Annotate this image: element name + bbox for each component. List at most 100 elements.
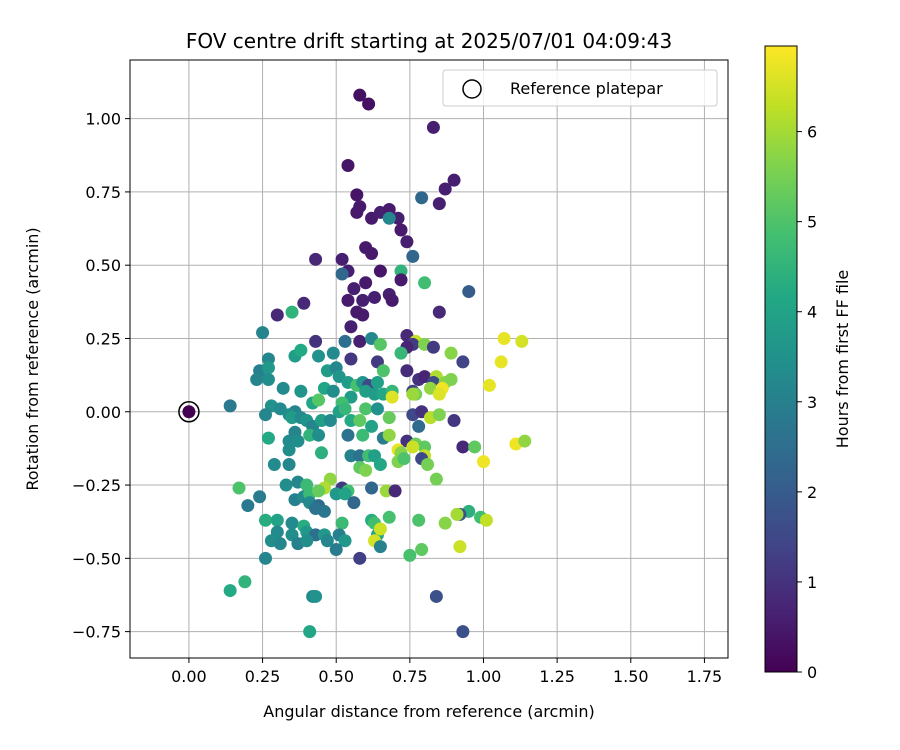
scatter-point bbox=[294, 343, 308, 357]
chart-title: FOV centre drift starting at 2025/07/01 … bbox=[186, 29, 672, 53]
scatter-point bbox=[415, 191, 429, 205]
scatter-point bbox=[279, 478, 293, 492]
colorbar-tick-label: 3 bbox=[807, 393, 817, 412]
scatter-point bbox=[382, 411, 396, 425]
scatter-point bbox=[453, 540, 467, 554]
colorbar-tick-label: 1 bbox=[807, 573, 817, 592]
scatter-point bbox=[365, 481, 379, 495]
scatter-point bbox=[368, 290, 382, 304]
data-points bbox=[223, 88, 532, 639]
scatter-point bbox=[273, 537, 287, 551]
scatter-point bbox=[312, 484, 326, 498]
scatter-point bbox=[261, 431, 275, 445]
scatter-point bbox=[429, 472, 443, 486]
scatter-point bbox=[462, 285, 476, 299]
scatter-point bbox=[303, 625, 317, 639]
scatter-point bbox=[400, 235, 414, 249]
scatter-point bbox=[326, 346, 340, 360]
x-tick-label: 0.00 bbox=[171, 667, 207, 686]
colorbar-tick-label: 0 bbox=[807, 663, 817, 682]
scatter-point bbox=[412, 513, 426, 527]
scatter-point bbox=[429, 589, 443, 603]
scatter-point bbox=[270, 308, 284, 322]
scatter-point bbox=[309, 252, 323, 266]
reference-ring bbox=[178, 401, 200, 423]
scatter-point bbox=[450, 507, 464, 521]
scatter-point bbox=[291, 434, 305, 448]
colorbar-ticks: 0 1 2 3 4 5 6 bbox=[797, 123, 817, 682]
scatter-point bbox=[515, 334, 529, 348]
legend-marker bbox=[462, 79, 482, 99]
scatter-point bbox=[365, 246, 379, 260]
scatter-point bbox=[456, 625, 470, 639]
scatter-point bbox=[359, 402, 373, 416]
scatter-point bbox=[282, 458, 296, 472]
scatter-point bbox=[432, 408, 446, 422]
y-axis-label: Rotation from reference (arcmin) bbox=[23, 227, 42, 490]
scatter-point bbox=[418, 276, 432, 290]
scatter-point bbox=[326, 384, 340, 398]
scatter-point bbox=[468, 440, 482, 454]
colorbar-tick-label: 4 bbox=[807, 303, 817, 322]
scatter-point bbox=[341, 159, 355, 173]
scatter-point bbox=[356, 428, 370, 442]
scatter-point bbox=[353, 334, 367, 348]
scatter-point bbox=[353, 88, 367, 102]
scatter-point bbox=[482, 378, 496, 392]
scatter-point bbox=[388, 484, 402, 498]
scatter-point bbox=[400, 364, 414, 378]
y-tick-label: 0.00 bbox=[85, 403, 121, 422]
x-tick-label: 1.50 bbox=[613, 667, 649, 686]
scatter-point bbox=[497, 331, 511, 345]
scatter-point bbox=[444, 373, 458, 387]
scatter-point bbox=[323, 414, 337, 428]
scatter-point bbox=[370, 402, 384, 416]
scatter-point bbox=[373, 337, 387, 351]
scatter-point bbox=[335, 516, 349, 530]
scatter-point bbox=[432, 197, 446, 211]
scatter-point bbox=[312, 393, 326, 407]
scatter-point bbox=[494, 355, 508, 369]
colorbar-tick-label: 6 bbox=[807, 123, 817, 142]
scatter-point bbox=[394, 346, 408, 360]
scatter-point bbox=[365, 419, 379, 433]
scatter-point bbox=[338, 487, 352, 501]
scatter-point bbox=[397, 452, 411, 466]
scatter-point bbox=[406, 440, 420, 454]
scatter-point bbox=[444, 346, 458, 360]
y-axis-ticks: −0.75 −0.50 −0.25 0.00 0.25 0.50 0.75 1.00 bbox=[72, 110, 130, 642]
scatter-point bbox=[447, 414, 461, 428]
scatter-point bbox=[250, 373, 264, 387]
scatter-point bbox=[373, 264, 387, 278]
scatter-point bbox=[285, 516, 299, 530]
scatter-point bbox=[385, 293, 399, 307]
scatter-point bbox=[338, 534, 352, 548]
x-tick-label: 1.25 bbox=[539, 667, 575, 686]
colorbar-tick-label: 5 bbox=[807, 213, 817, 232]
scatter-point bbox=[370, 375, 384, 389]
grid bbox=[130, 60, 728, 658]
scatter-point bbox=[353, 551, 367, 565]
colorbar-gradient bbox=[764, 45, 798, 673]
scatter-point bbox=[394, 273, 408, 287]
scatter-point bbox=[261, 361, 275, 375]
scatter-point bbox=[261, 373, 275, 387]
scatter-point bbox=[300, 534, 314, 548]
scatter-point bbox=[353, 414, 367, 428]
scatter-point bbox=[403, 548, 417, 562]
scatter-point bbox=[412, 419, 426, 433]
scatter-point bbox=[362, 97, 376, 111]
scatter-point bbox=[359, 276, 373, 290]
scatter-point bbox=[438, 516, 452, 530]
scatter-point bbox=[376, 364, 390, 378]
scatter-point bbox=[282, 443, 296, 457]
scatter-point bbox=[432, 387, 446, 401]
scatter-point bbox=[238, 575, 252, 589]
scatter-point bbox=[350, 188, 364, 202]
scatter-point bbox=[373, 522, 387, 536]
scatter-point bbox=[314, 446, 328, 460]
x-tick-label: 0.25 bbox=[245, 667, 281, 686]
scatter-point bbox=[270, 513, 284, 527]
y-tick-label: −0.50 bbox=[72, 549, 121, 568]
